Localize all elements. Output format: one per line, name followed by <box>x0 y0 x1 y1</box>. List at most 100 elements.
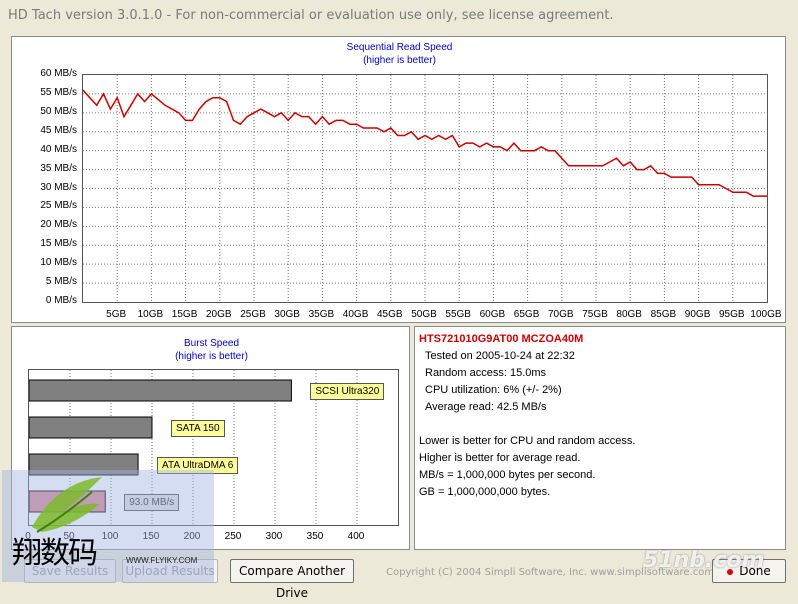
seq-data-point <box>479 146 481 148</box>
average-read: Average read: 42.5 MB/s <box>425 401 547 413</box>
burst-chart-svg <box>29 370 358 525</box>
seq-x-tick-label: 55GB <box>445 309 471 320</box>
seq-data-point <box>109 108 111 110</box>
seq-data-point <box>602 165 604 167</box>
seq-x-tick-label: 60GB <box>479 309 506 320</box>
seq-data-point <box>581 165 583 167</box>
seq-data-point <box>260 108 262 110</box>
seq-data-point <box>533 150 536 152</box>
seq-x-tick-label: 25GB <box>240 309 266 320</box>
seq-data-point <box>554 150 556 152</box>
note-lower-better: Lower is better for CPU and random acces… <box>419 435 636 447</box>
seq-data-point <box>595 165 597 167</box>
seq-data-point <box>711 184 713 186</box>
seq-data-point <box>116 97 118 99</box>
burst-x-tick-label: 400 <box>347 531 365 542</box>
burst-x-tick-label: 100 <box>101 531 119 542</box>
seq-data-point <box>219 97 221 99</box>
seq-data-point <box>574 165 577 167</box>
seq-data-point <box>83 89 84 91</box>
seq-x-tick-label: 95GB <box>719 309 745 320</box>
done-button[interactable]: Done <box>712 559 786 583</box>
seq-data-point <box>629 161 631 163</box>
seq-data-point <box>650 165 652 167</box>
seq-y-tick-label: 10 MB/s <box>40 257 77 269</box>
seq-y-tick-label: 30 MB/s <box>40 181 77 193</box>
flyiky-logo-text: 翔数码 <box>12 536 98 571</box>
seq-data-point <box>328 123 330 125</box>
seq-data-point <box>96 104 98 106</box>
seq-data-point <box>698 184 700 186</box>
note-gb-def: GB = 1,000,000,000 bytes. <box>419 486 551 498</box>
compare-another-drive-button[interactable]: Compare Another Drive <box>230 559 354 600</box>
seq-data-point <box>253 112 255 114</box>
burst-chart-title-line1: Burst Speed <box>183 338 240 349</box>
upload-results-button[interactable]: Upload Results <box>122 559 218 583</box>
seq-data-point <box>492 146 494 148</box>
seq-data-point <box>397 134 399 137</box>
seq-data-point <box>232 119 235 121</box>
seq-data-point <box>739 191 741 193</box>
seq-x-tick-label: 70GB <box>548 309 574 320</box>
seq-data-point <box>766 195 767 197</box>
seq-y-tick-label: 35 MB/s <box>40 162 77 174</box>
seq-y-tick-label: 60 MB/s <box>40 68 77 79</box>
seq-data-point <box>417 138 419 140</box>
seq-data-point <box>663 172 666 174</box>
seq-data-point <box>130 104 132 106</box>
save-results-button[interactable]: Save Results <box>24 559 116 583</box>
seq-x-tick-label: 65GB <box>513 309 540 320</box>
seq-data-point <box>745 191 748 193</box>
seq-data-point <box>718 184 720 186</box>
seq-data-point <box>444 138 447 140</box>
seq-data-point <box>287 119 289 121</box>
tested-on: Tested on 2005-10-24 at 22:32 <box>425 350 575 362</box>
seq-data-point <box>123 116 125 118</box>
seq-data-point <box>615 157 618 159</box>
burst-x-tick-label: 50 <box>63 531 75 542</box>
seq-chart-title-line1: Sequential Read Speed <box>346 42 453 53</box>
burst-x-tick-label: 250 <box>224 531 242 542</box>
seq-data-point <box>198 108 200 110</box>
seq-data-point <box>191 119 194 121</box>
seq-data-point <box>622 165 624 167</box>
seq-x-tick-label: 40GB <box>342 309 369 320</box>
seq-data-point <box>684 176 686 178</box>
seq-y-tick-label: 45 MB/s <box>40 124 77 136</box>
seq-data-point <box>677 176 679 178</box>
seq-data-point <box>356 123 358 125</box>
seq-data-point <box>301 116 303 118</box>
burst-reference-label: SATA 150 <box>171 420 225 437</box>
random-access: Random access: 15.0ms <box>425 367 547 379</box>
seq-data-point <box>725 187 727 190</box>
flyiky-watermark: 翔数码 WWW.FLYIKY.COM <box>2 470 214 582</box>
seq-data-point <box>520 150 522 152</box>
seq-data-point <box>150 93 152 95</box>
burst-measured-value-label: 93.0 MB/s <box>124 494 180 511</box>
drive-name: HTS721010G9AT00 MCZOA40M <box>419 333 584 345</box>
seq-data-point <box>212 97 214 99</box>
seq-data-point <box>89 97 91 99</box>
seq-data-point <box>137 93 139 95</box>
seq-data-point <box>704 184 707 186</box>
seq-data-point <box>205 100 207 103</box>
done-button-label: Done <box>739 564 771 578</box>
seq-x-tick-label: 90GB <box>684 309 711 320</box>
seq-data-point <box>540 146 542 148</box>
window-title: HD Tach version 3.0.1.0 - For non-commer… <box>0 0 798 32</box>
seq-x-tick-label: 50GB <box>411 309 437 320</box>
seq-x-tick-label: 15GB <box>171 309 198 320</box>
seq-data-point <box>506 150 508 152</box>
seq-data-point <box>102 93 105 95</box>
seq-y-tick-label: 15 MB/s <box>40 238 77 250</box>
copyright-text: Copyright (C) 2004 Simpli Software, Inc.… <box>386 567 715 578</box>
seq-chart-svg <box>83 75 767 302</box>
burst-x-tick-label: 200 <box>183 531 201 542</box>
seq-data-point <box>294 112 296 114</box>
seq-x-tick-label: 45GB <box>377 309 403 320</box>
seq-data-point <box>362 127 365 129</box>
seq-x-tick-label: 100GB <box>750 309 782 320</box>
seq-x-tick-label: 5GB <box>106 309 127 320</box>
seq-data-point <box>609 161 611 163</box>
seq-x-tick-label: 30GB <box>274 309 300 320</box>
